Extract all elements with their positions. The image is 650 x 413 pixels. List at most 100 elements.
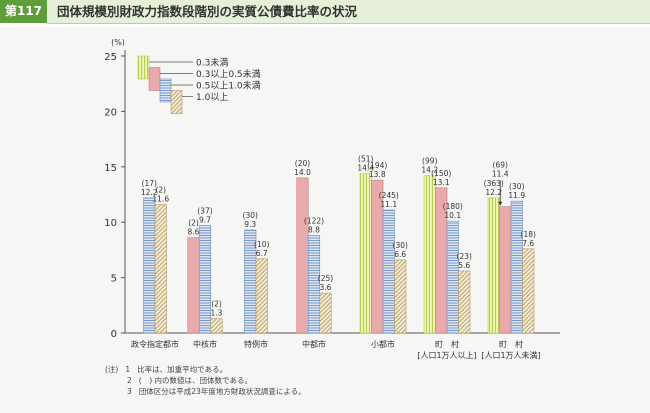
bar-value-label: 7.6 [522,239,534,248]
bar-value-label: 9.3 [244,220,256,229]
bar-count-label: (20) [295,159,310,168]
chart-title: 団体規模別財政力指数段階別の実質公債費比率の状況 [57,4,358,19]
bar [319,292,332,334]
bar [187,237,200,334]
bar [499,206,512,334]
legend-swatch [137,55,150,80]
bar-value-label: 11.6 [152,194,169,203]
bar-count-label: (180) [443,202,463,211]
legend-label: 0.3未満 [196,57,228,69]
x-category-label: 政令指定都市 [131,339,179,349]
header-bar: 第117図 団体規模別財政力指数段階別の実質公債費比率の状況 [0,0,650,41]
bar-value-label: 14.0 [294,168,311,177]
footnote-mark: (注) [105,365,119,374]
bar-count-label: (30) [509,182,524,191]
bar-count-label: (150) [431,169,451,178]
bar [198,225,212,334]
bar-count-label: (194) [367,161,387,170]
bar [522,248,535,334]
bar-count-label: (245) [379,191,399,200]
y-tick-label: 0 [111,329,117,340]
x-category-sublabel: [人口1万人以上] [417,351,476,360]
bar-count-label: (37) [197,207,212,216]
legend-label: 0.3以上0.5未満 [196,68,261,80]
bar [359,173,372,334]
footnote-1: (注) 1 比率は、加重平均である。 [105,364,306,375]
bar-count-label: (99) [422,157,437,166]
x-category-label: 町 村 [499,339,523,349]
bar-value-label: 13.8 [369,170,386,179]
bar-value-label: 8.8 [308,225,320,234]
bar [510,200,523,334]
bar-count-label: (51) [358,154,373,163]
footnote-3: 3 団体区分は平成23年度地方財政状況調査による。 [105,386,306,397]
bar-value-label: 12.2 [485,188,502,197]
bar-value-label: 3.6 [320,283,332,292]
bar [307,235,321,334]
bar-count-label: (18) [521,230,536,239]
x-category-label: 中核市 [193,339,217,349]
footnote-number: 3 [127,387,132,396]
bar [143,197,156,334]
footnote-text: 団体区分は平成23年度地方財政状況調査による。 [138,387,306,396]
bar-value-label: 5.6 [458,261,470,270]
bar-value-label: 13.1 [433,178,450,187]
bar [154,204,167,334]
y-tick-label: 10 [104,218,117,229]
bar-count-label: (30) [243,211,258,220]
legend-swatch [148,67,161,91]
bar-count-label: (25) [318,274,333,283]
y-tick-label: 5 [111,274,117,285]
footnotes: (注) 1 比率は、加重平均である。 2 ( ) 内の数値は、団体数である。 3… [105,364,306,397]
x-category-label: 小都市 [371,339,395,349]
y-tick-label: 25 [104,52,117,63]
bar [255,258,268,334]
bar-value-label: 9.7 [199,216,211,225]
bar-count-label: (363) [484,179,504,188]
title-band: 団体規模別財政力指数段階別の実質公債費比率の状況 [47,0,650,24]
bar-value-label: 11.9 [508,191,525,200]
chart-panel [0,27,650,413]
bar-count-label: (30) [393,241,408,250]
legend-swatch [170,90,183,114]
bar-value-label: 12.2 [141,188,158,197]
x-category-label: 町 村 [435,339,459,349]
bar [394,259,407,334]
bar-count-label: (10) [254,240,269,249]
bar-count-label: (2) [188,219,199,228]
bar [458,270,471,334]
bar-value-label: 10.1 [444,211,461,220]
footnote-number: 2 [127,376,132,385]
bar [382,209,395,334]
bar-value-label: 6.7 [256,249,268,258]
bar [296,177,309,334]
x-category-label: 特例市 [244,339,268,349]
legend-label: 0.5以上1.0未満 [196,80,261,92]
y-tick-label: 15 [104,163,117,174]
bar-value-label: 11.1 [380,200,397,209]
bar-value-label: 14.2 [421,166,438,175]
y-axis-unit-label: (%) [111,38,125,47]
legend-label: 1.0以上 [196,92,228,103]
callout-arrow-head [498,201,503,206]
bar-count-label: (17) [142,179,157,188]
bar-value-label: 8.6 [188,228,200,237]
x-category-sublabel: [人口1万人未満] [481,350,540,360]
bar-count-label: (2) [155,185,166,194]
bar-count-label: (122) [304,216,324,225]
bar-value-label: 11.4 [492,170,509,179]
bar [423,175,436,334]
legend-swatch [159,78,172,103]
bar-count-label: (69) [493,161,508,170]
bar [210,318,223,334]
bar-value-label: 1.3 [211,309,223,318]
footnote-2: 2 ( ) 内の数値は、団体数である。 [105,375,306,386]
bar-value-label: 14.4 [357,163,374,172]
footnote-text: ( ) 内の数値は、団体数である。 [138,376,252,385]
y-tick-label: 20 [104,107,117,118]
x-category-label: 中都市 [302,339,326,349]
footnote-text: 比率は、加重平均である。 [137,365,228,374]
bar [487,197,500,334]
bar-count-label: (2) [211,300,222,309]
